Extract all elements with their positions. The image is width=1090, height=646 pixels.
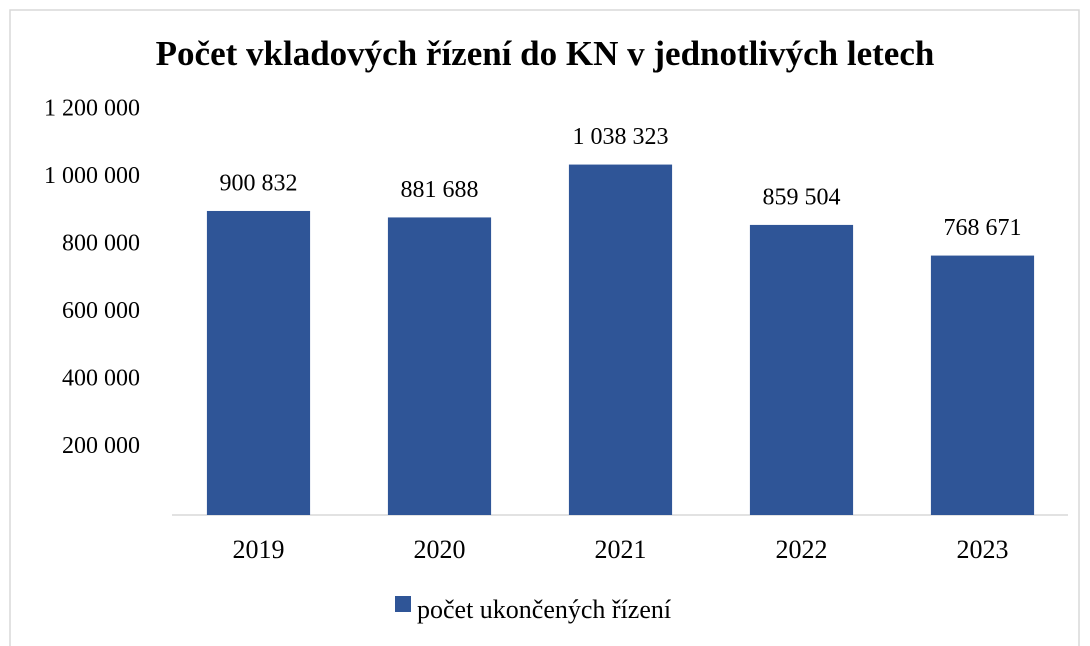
data-label: 859 504 (763, 184, 841, 210)
x-tick-label: 2020 (414, 535, 466, 564)
y-tick-label: 200 000 (62, 433, 140, 459)
bar (206, 210, 311, 516)
chart-title: Počet vkladových řízení do KN v jednotli… (156, 34, 935, 73)
bar (387, 217, 492, 515)
data-label: 881 688 (401, 177, 479, 203)
x-tick-label: 2022 (776, 535, 828, 564)
legend-swatch (395, 596, 411, 612)
bar (930, 255, 1035, 515)
data-label: 1 038 323 (573, 124, 669, 150)
y-tick-label: 800 000 (62, 231, 140, 257)
y-tick-label: 400 000 (62, 366, 140, 392)
y-tick-label: 600 000 (62, 298, 140, 324)
x-tick-label: 2021 (595, 535, 647, 564)
x-tick-label: 2023 (957, 535, 1009, 564)
y-tick-label: 1 000 000 (44, 163, 140, 189)
data-label: 768 671 (944, 215, 1022, 241)
x-tick-label: 2019 (233, 535, 285, 564)
y-tick-label: 1 200 000 (44, 96, 140, 122)
chart-frame (9, 9, 1080, 646)
bar (568, 164, 673, 516)
legend-label: počet ukončených řízení (417, 595, 671, 624)
data-label: 900 832 (220, 170, 298, 196)
bar (749, 224, 854, 515)
